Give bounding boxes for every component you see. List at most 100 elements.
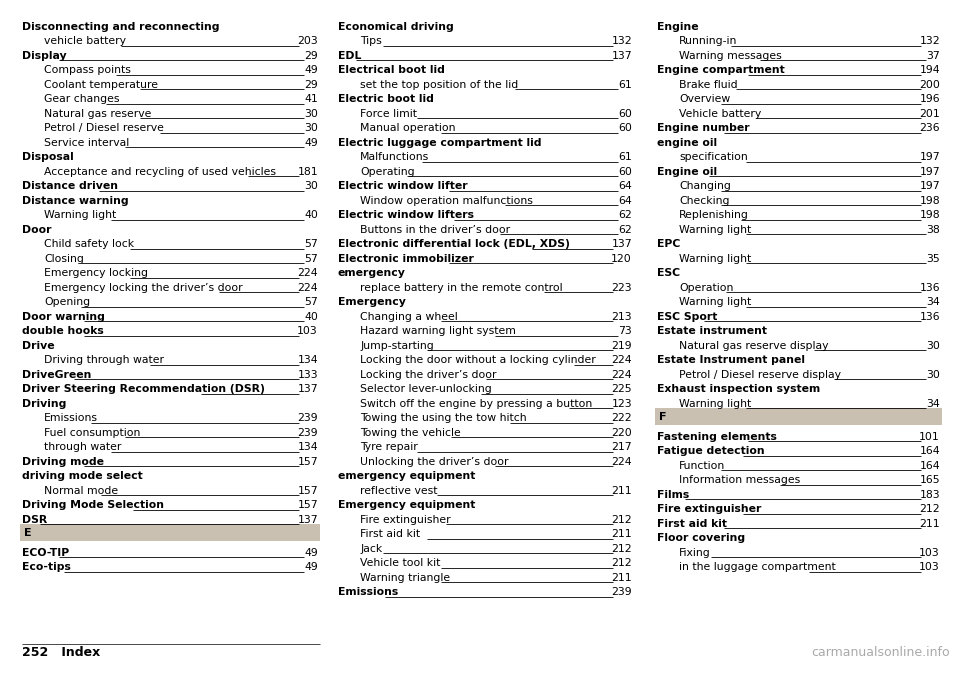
Text: 222: 222: [612, 414, 632, 423]
Text: 61: 61: [618, 152, 632, 162]
Text: 236: 236: [920, 123, 940, 133]
Text: 224: 224: [612, 355, 632, 366]
Text: 220: 220: [612, 428, 632, 438]
Text: Manual operation: Manual operation: [360, 123, 455, 133]
Text: DriveGreen: DriveGreen: [22, 370, 91, 380]
Text: Overview: Overview: [679, 94, 731, 104]
Text: Floor covering: Floor covering: [657, 533, 745, 544]
Text: Locking the door without a locking cylinder: Locking the door without a locking cylin…: [360, 355, 596, 366]
Text: Function: Function: [679, 461, 725, 471]
Text: 132: 132: [920, 37, 940, 47]
Text: 120: 120: [612, 254, 632, 264]
Text: 224: 224: [298, 283, 318, 293]
Text: Running-in: Running-in: [679, 37, 737, 47]
Text: 134: 134: [298, 442, 318, 452]
Text: EDL: EDL: [338, 51, 361, 61]
Text: 239: 239: [298, 414, 318, 423]
Text: Disposal: Disposal: [22, 152, 74, 162]
Text: Warning light: Warning light: [44, 211, 116, 221]
Text: 203: 203: [298, 37, 318, 47]
Text: 137: 137: [298, 385, 318, 395]
Text: replace battery in the remote control: replace battery in the remote control: [360, 283, 563, 293]
Text: DSR: DSR: [22, 515, 47, 525]
Text: 137: 137: [612, 240, 632, 249]
Text: Child safety lock: Child safety lock: [44, 240, 134, 249]
Text: 137: 137: [298, 515, 318, 525]
Text: E: E: [24, 528, 32, 538]
Text: 219: 219: [612, 341, 632, 351]
Text: Compass points: Compass points: [44, 66, 131, 75]
Text: Electronic immobilizer: Electronic immobilizer: [338, 254, 474, 264]
Text: Service interval: Service interval: [44, 138, 130, 148]
Text: carmanualsonline.info: carmanualsonline.info: [811, 646, 950, 659]
Text: 212: 212: [612, 544, 632, 554]
Text: 30: 30: [926, 370, 940, 380]
Text: Engine compartment: Engine compartment: [657, 66, 784, 75]
Text: 198: 198: [920, 196, 940, 206]
Text: Changing: Changing: [679, 181, 731, 192]
Text: 136: 136: [920, 312, 940, 322]
Text: Opening: Opening: [44, 297, 90, 307]
Text: Electronic differential lock (EDL, XDS): Electronic differential lock (EDL, XDS): [338, 240, 570, 249]
Text: Emissions: Emissions: [44, 414, 98, 423]
Bar: [655, 408, 942, 425]
Text: engine oil: engine oil: [657, 138, 717, 148]
Text: Force limit: Force limit: [360, 109, 417, 119]
Text: 49: 49: [304, 548, 318, 558]
Text: 223: 223: [612, 283, 632, 293]
Text: Switch off the engine by pressing a button: Switch off the engine by pressing a butt…: [360, 399, 592, 409]
Text: Estate Instrument panel: Estate Instrument panel: [657, 355, 805, 366]
Text: through water: through water: [44, 442, 121, 452]
Text: Towing the vehicle: Towing the vehicle: [360, 428, 461, 438]
Text: Buttons in the driver’s door: Buttons in the driver’s door: [360, 225, 510, 235]
Text: Operation: Operation: [679, 283, 733, 293]
Text: 239: 239: [612, 588, 632, 597]
Text: 211: 211: [920, 519, 940, 529]
Text: 201: 201: [920, 109, 940, 119]
Text: Tips: Tips: [360, 37, 382, 47]
Text: 34: 34: [926, 399, 940, 409]
Text: 61: 61: [618, 80, 632, 90]
Text: emergency: emergency: [338, 268, 406, 278]
Text: Window operation malfunctions: Window operation malfunctions: [360, 196, 533, 206]
Text: Electrical boot lid: Electrical boot lid: [338, 66, 444, 75]
Text: 101: 101: [920, 432, 940, 442]
Text: Emergency equipment: Emergency equipment: [338, 500, 475, 510]
Text: emergency equipment: emergency equipment: [338, 471, 475, 481]
Text: Engine oil: Engine oil: [657, 167, 717, 177]
Text: Warning light: Warning light: [679, 399, 752, 409]
Text: 57: 57: [304, 297, 318, 307]
Text: 49: 49: [304, 563, 318, 572]
Text: 217: 217: [612, 442, 632, 452]
Text: 60: 60: [618, 109, 632, 119]
Text: 181: 181: [298, 167, 318, 177]
Text: Acceptance and recycling of used vehicles: Acceptance and recycling of used vehicle…: [44, 167, 276, 177]
Text: Information messages: Information messages: [679, 475, 801, 485]
Text: Vehicle tool kit: Vehicle tool kit: [360, 559, 441, 569]
Text: 37: 37: [926, 51, 940, 61]
Text: Vehicle battery: Vehicle battery: [679, 109, 761, 119]
Text: 38: 38: [926, 225, 940, 235]
Text: Petrol / Diesel reserve display: Petrol / Diesel reserve display: [679, 370, 841, 380]
Text: 30: 30: [304, 109, 318, 119]
Text: Engine: Engine: [657, 22, 699, 32]
Text: Emergency locking: Emergency locking: [44, 268, 148, 278]
Text: Malfunctions: Malfunctions: [360, 152, 429, 162]
Text: Door: Door: [22, 225, 52, 235]
Text: set the top position of the lid: set the top position of the lid: [360, 80, 518, 90]
Text: Emergency locking the driver’s door: Emergency locking the driver’s door: [44, 283, 243, 293]
Text: F: F: [659, 412, 666, 422]
Text: Jump-starting: Jump-starting: [360, 341, 434, 351]
Text: 134: 134: [298, 355, 318, 366]
Text: 60: 60: [618, 167, 632, 177]
Text: Driving mode: Driving mode: [22, 457, 104, 467]
Text: 34: 34: [926, 297, 940, 307]
Text: 225: 225: [612, 385, 632, 395]
Text: Exhaust inspection system: Exhaust inspection system: [657, 385, 820, 395]
Text: Normal mode: Normal mode: [44, 486, 118, 496]
Text: Disconnecting and reconnecting: Disconnecting and reconnecting: [22, 22, 220, 32]
Text: 30: 30: [304, 181, 318, 192]
Text: 103: 103: [298, 326, 318, 336]
Text: 252   Index: 252 Index: [22, 646, 100, 659]
Text: 40: 40: [304, 211, 318, 221]
